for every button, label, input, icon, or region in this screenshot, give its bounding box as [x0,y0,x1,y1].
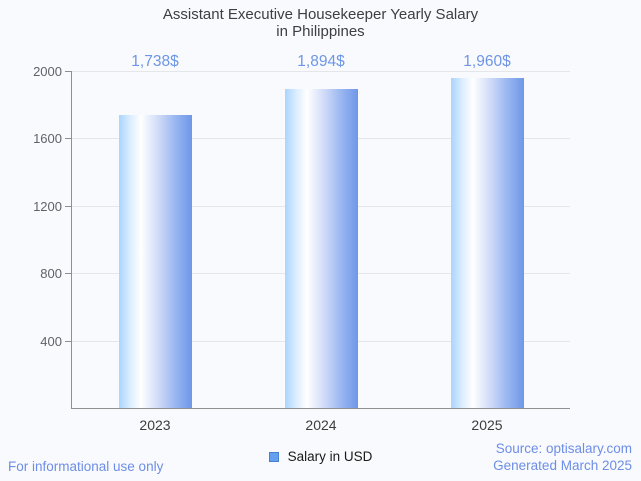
y-axis-label-800: 800 [40,266,62,282]
y-axis-tick-400 [65,340,71,342]
y-axis-label-2000: 2000 [33,64,62,79]
y-axis-label-1600: 1600 [33,131,62,147]
bar-value-label-2024: 1,894$ [297,53,345,70]
x-axis-label-2023: 2023 [139,417,171,433]
bar-value-label-2023: 1,738$ [131,53,179,70]
legend-swatch-icon [268,451,279,462]
bar-2024 [284,88,358,408]
chart-title-line1: Assistant Executive Housekeeper Yearly S… [162,6,479,23]
disclaimer-text: For informational use only [8,459,164,474]
plot-area: 400 800 1200 1600 2000 1,738$ 2023 1,894$ 2024 1,… [33,53,570,433]
legend-label: Salary in USD [287,449,373,464]
source-text: Source: optisalary.com [495,441,632,456]
legend: Salary in USD [0,449,641,464]
y-axis-label-400: 400 [40,333,62,349]
chart-title: Assistant Executive Housekeeper Yearly S… [0,6,641,40]
y-axis-label-1200: 1200 [33,198,62,214]
y-axis-tick-1600 [65,138,71,140]
bar-2023 [118,115,192,408]
generated-text: Generated March 2025 [493,457,632,473]
y-axis-tick-1200 [65,205,71,207]
source-block: Source: optisalary.com Generated March 2… [493,441,632,474]
gridline-2000 [72,71,570,72]
bar-value-label-2025: 1,960$ [463,53,511,70]
bar-2025 [450,77,524,408]
x-axis-label-2025: 2025 [471,417,503,433]
chart-title-line2: in Philippines [276,23,365,40]
y-axis-tick-2000 [65,71,71,72]
y-axis-tick-800 [65,273,71,275]
x-axis-label-2024: 2024 [305,417,337,433]
